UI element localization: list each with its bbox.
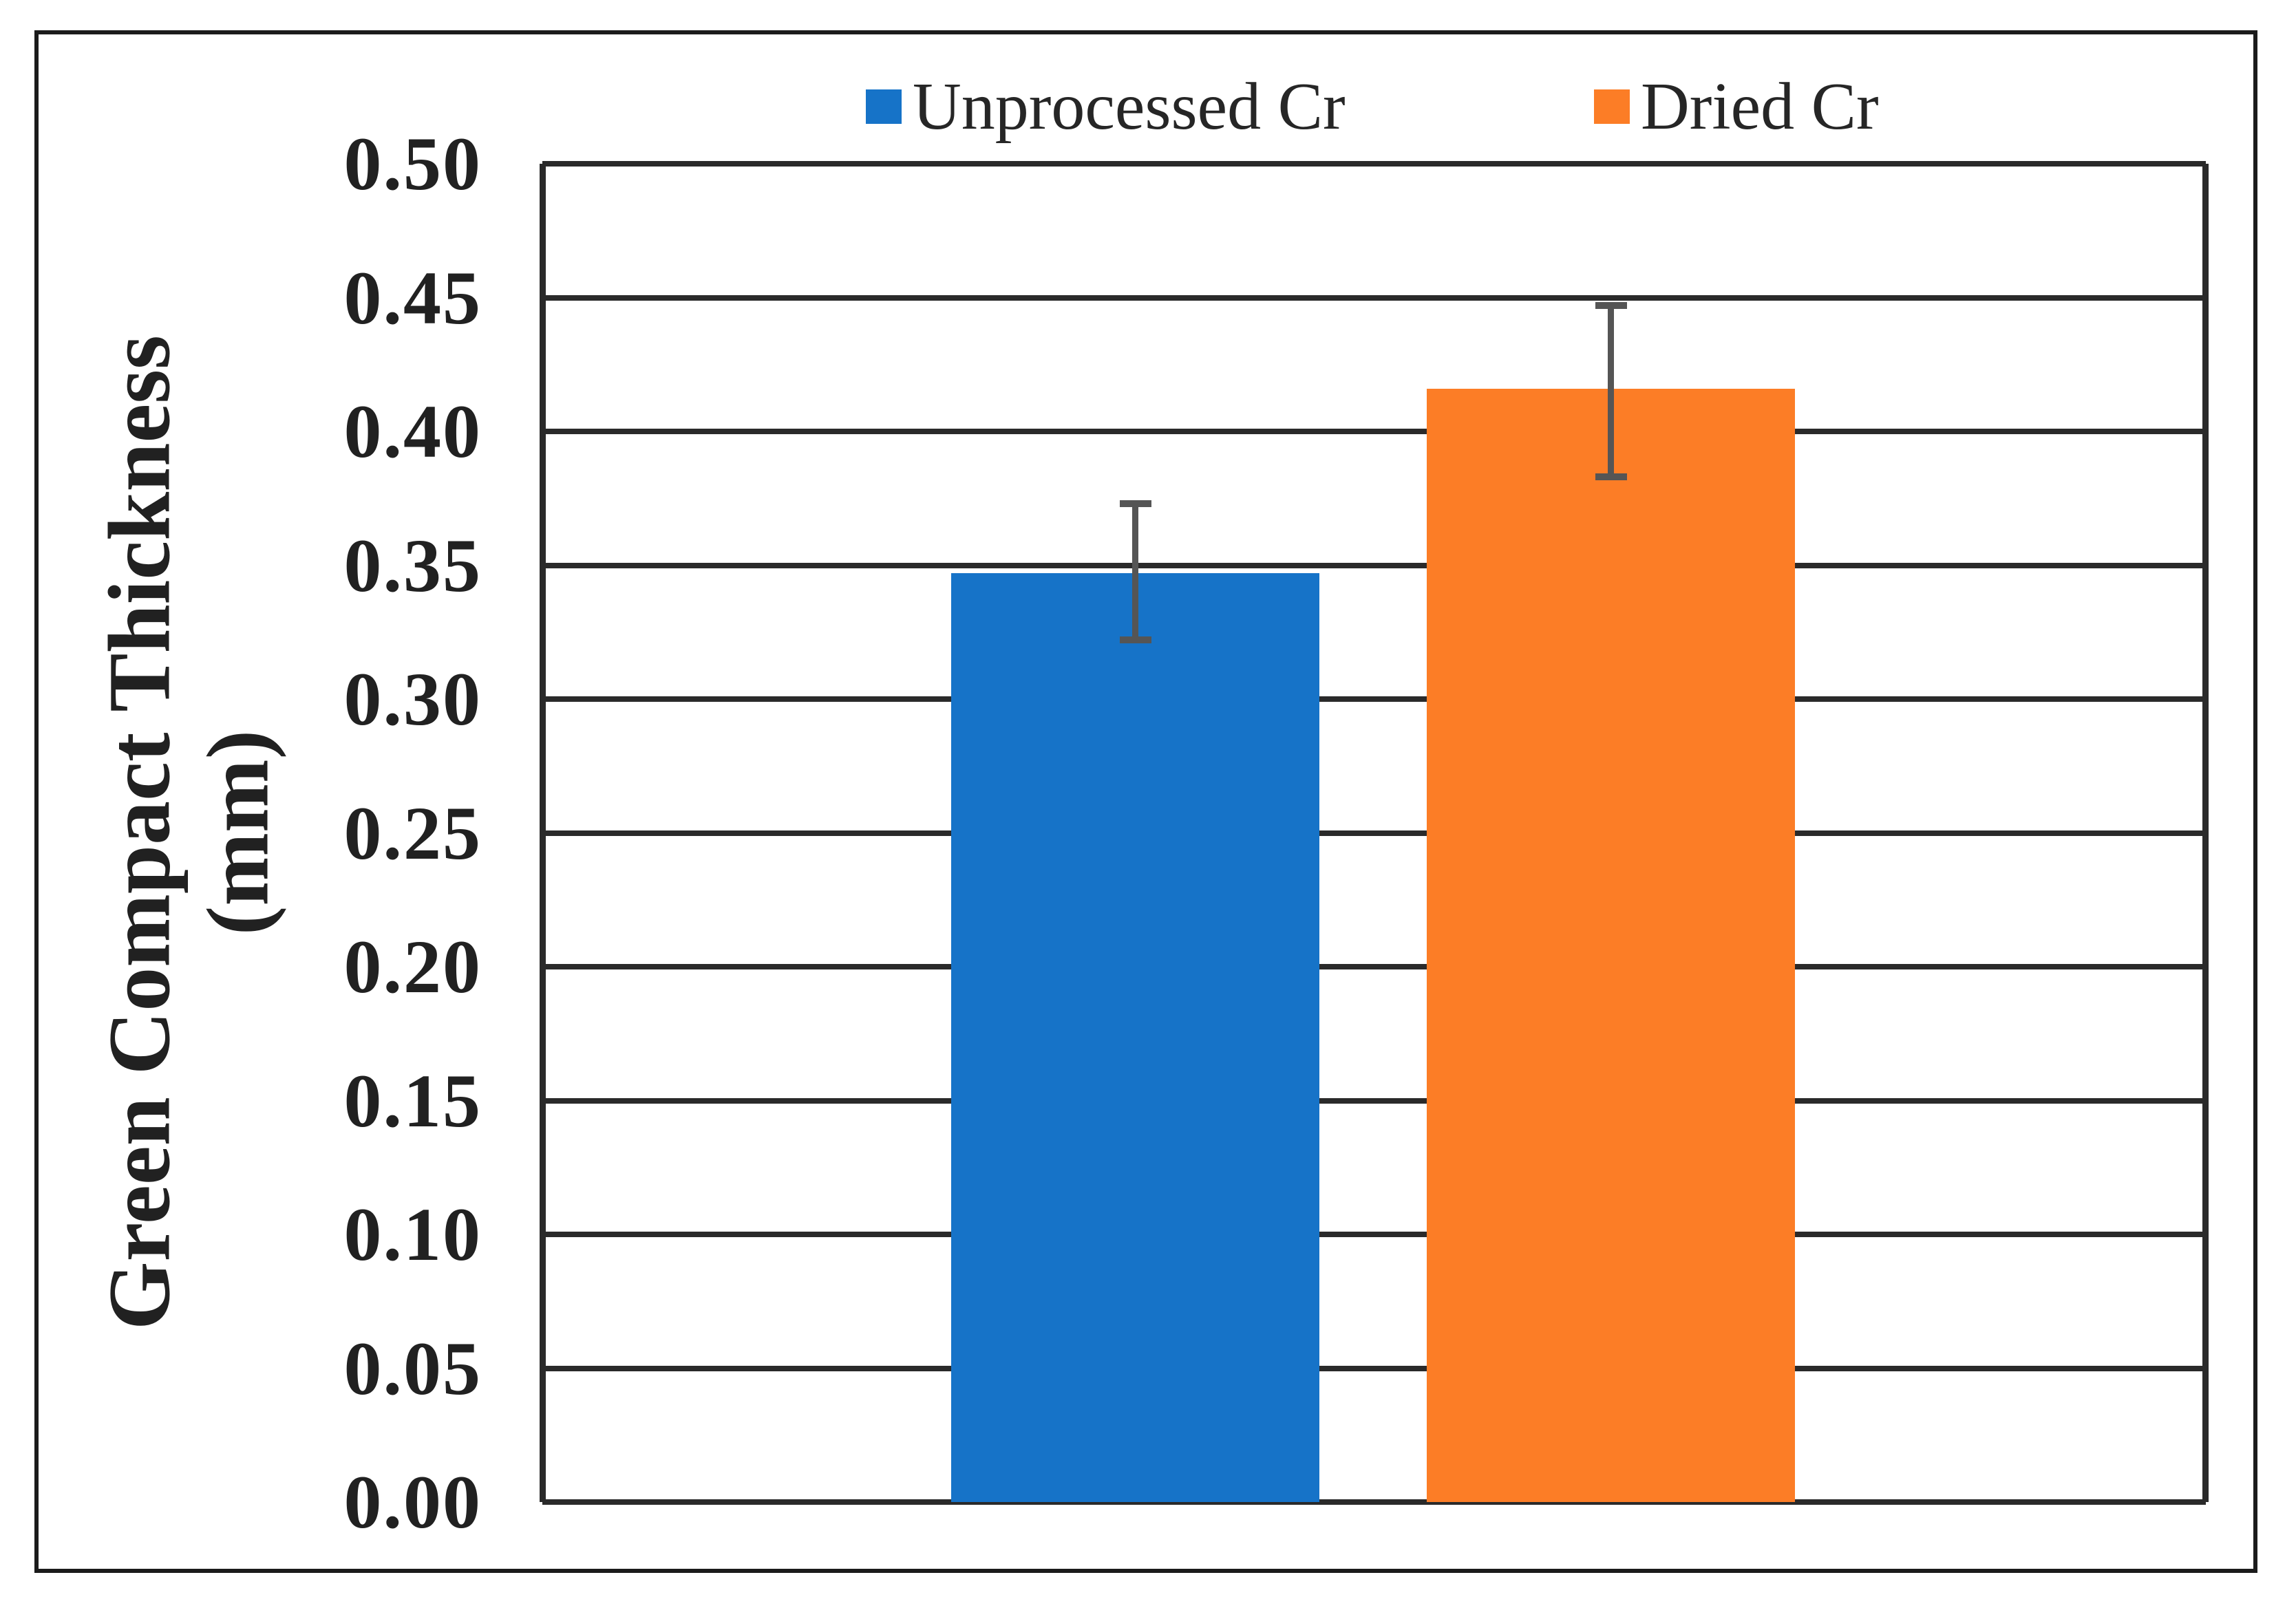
- gridline-0.10: [542, 1232, 2206, 1237]
- legend-item-unprocessed-cr: Unprocessed Cr: [866, 69, 1346, 144]
- gridline-0.45: [542, 294, 2206, 301]
- legend-swatch-dried-cr-icon: [1594, 89, 1630, 124]
- y-tick-label-0.35: 0.35: [343, 523, 482, 608]
- gridline-0.05: [542, 1365, 2206, 1371]
- legend-swatch-unprocessed-cr-icon: [866, 89, 902, 124]
- gridline-0.35: [542, 562, 2206, 568]
- error-bar-cap-bottom-unprocessed-cr: [1119, 636, 1151, 644]
- y-tick-label-0.20: 0.20: [343, 925, 482, 1009]
- y-tick-label-0.25: 0.25: [343, 791, 482, 875]
- error-bar-line-dried-cr: [1608, 305, 1615, 478]
- y-tick-label-0.10: 0.10: [343, 1192, 482, 1276]
- y-axis-line: [540, 164, 546, 1502]
- error-bar-line-unprocessed-cr: [1132, 504, 1139, 641]
- legend-item-dried-cr: Dried Cr: [1594, 69, 1879, 144]
- gridline-0.40: [542, 429, 2206, 434]
- gridline-0.25: [542, 830, 2206, 836]
- bar-unprocessed-cr: [951, 573, 1320, 1502]
- gridline-0.20: [542, 964, 2206, 969]
- y-tick-label-0.00: 0.00: [343, 1460, 482, 1544]
- gridline-0.15: [542, 1097, 2206, 1104]
- error-bar-cap-bottom-dried-cr: [1595, 473, 1627, 481]
- y-tick-label-0.50: 0.50: [343, 122, 482, 206]
- y-tick-label-0.40: 0.40: [343, 389, 482, 473]
- y-tick-label-0.05: 0.05: [343, 1326, 482, 1411]
- plot-right-border: [2202, 164, 2209, 1502]
- legend-label-dried-cr: Dried Cr: [1641, 69, 1879, 144]
- gridline-0.00: [542, 1499, 2206, 1505]
- error-bar-cap-top-unprocessed-cr: [1119, 500, 1151, 508]
- gridline-0.30: [542, 696, 2206, 702]
- plot-area: [540, 161, 2209, 1505]
- y-tick-label-0.15: 0.15: [343, 1058, 482, 1143]
- legend-label-unprocessed-cr: Unprocessed Cr: [913, 69, 1346, 144]
- y-tick-label-0.45: 0.45: [343, 255, 482, 340]
- gridline-0.50: [542, 161, 2206, 167]
- y-tick-label-0.30: 0.30: [343, 657, 482, 741]
- error-bar-cap-top-dried-cr: [1595, 302, 1627, 310]
- bar-dried-cr: [1427, 388, 1796, 1502]
